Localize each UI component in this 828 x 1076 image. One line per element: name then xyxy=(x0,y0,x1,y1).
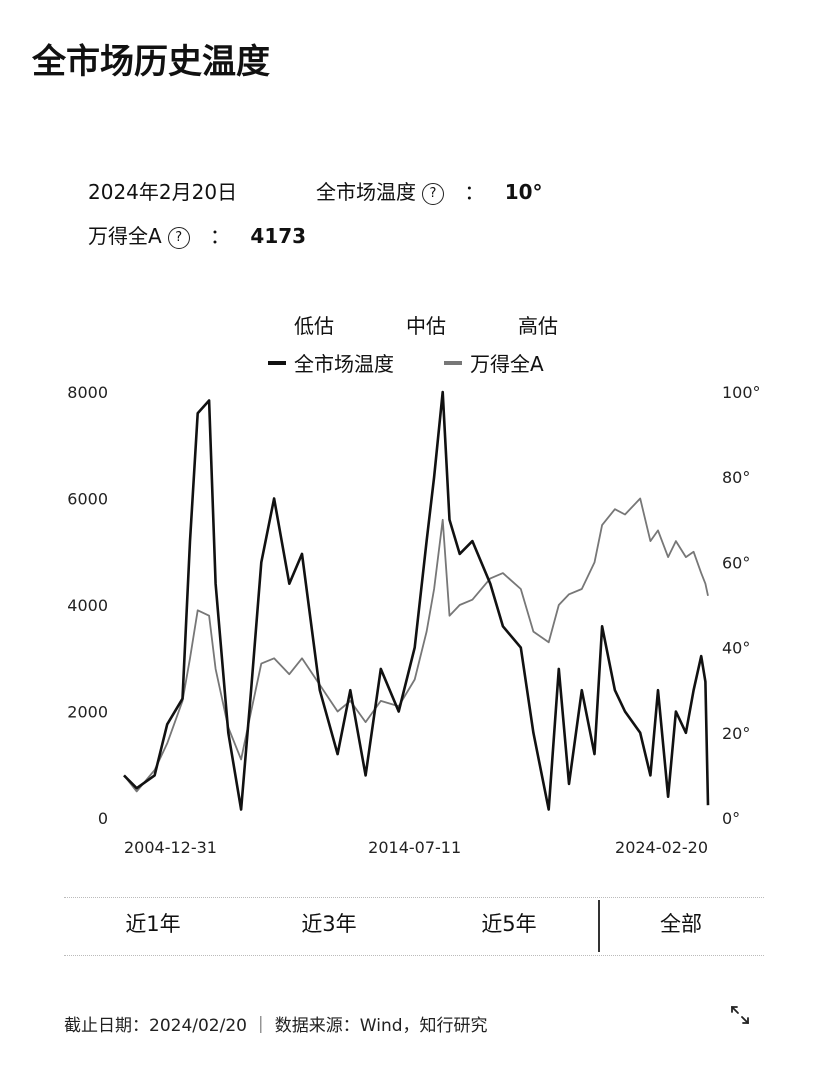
legend-label-index: 万得全A xyxy=(470,352,544,376)
footer-source: 截止日期：2024/02/20 ｜ 数据来源：Wind，知行研究 xyxy=(64,1016,488,1036)
help-icon[interactable]: ? xyxy=(167,226,190,249)
tab-divider xyxy=(598,900,600,952)
index-label: 万得全A xyxy=(88,224,162,248)
index-value: 4173 xyxy=(250,224,307,248)
index-separator: ： xyxy=(210,224,231,248)
temperature-value: 10° xyxy=(504,180,543,204)
y-right-tick-label: 80° xyxy=(722,468,750,487)
index-series-line xyxy=(123,497,709,793)
legend-swatch-index xyxy=(444,360,462,365)
y-right-tick-label: 20° xyxy=(722,724,750,743)
tab-top-border xyxy=(64,897,764,898)
x-tick-label: 2014-07-11 xyxy=(368,838,461,857)
index-info: 万得全A? ： 4173 xyxy=(88,220,306,249)
y-left-tick-label: 0 xyxy=(98,809,108,828)
expand-icon[interactable] xyxy=(728,1003,752,1027)
y-right-tick-label: 100° xyxy=(722,383,761,402)
legend-item-temperature[interactable]: 全市场温度 xyxy=(268,348,394,377)
zone-low-label: 低估 xyxy=(294,314,334,338)
temperature-chart[interactable]: 8000 6000 4000 2000 0 100° 80° 60° 40° 20° 0° 2004-… xyxy=(0,375,828,875)
y-left-tick-label: 6000 xyxy=(67,490,108,509)
legend-item-index[interactable]: 万得全A xyxy=(444,348,544,377)
legend-label-temperature: 全市场温度 xyxy=(294,352,394,376)
x-tick-label: 2004-12-31 xyxy=(124,838,217,857)
temperature-separator: ： xyxy=(464,180,485,204)
tab-all[interactable]: 全部 xyxy=(660,912,702,936)
y-right-tick-label: 0° xyxy=(722,809,740,828)
tab-3-year[interactable]: 近3年 xyxy=(301,912,357,936)
legend-swatch-temperature xyxy=(268,360,286,365)
tab-bottom-border xyxy=(64,955,764,956)
info-date: 2024年2月20日 xyxy=(88,180,238,204)
x-tick-label: 2024-02-20 xyxy=(615,838,708,857)
y-right-tick-label: 40° xyxy=(722,639,750,658)
zone-high-label: 高估 xyxy=(518,314,558,338)
page-title: 全市场历史温度 xyxy=(32,42,270,82)
y-left-tick-label: 2000 xyxy=(67,703,108,722)
temperature-info: 全市场温度? ： 10° xyxy=(316,176,543,205)
y-left-tick-label: 4000 xyxy=(67,596,108,615)
temperature-label: 全市场温度 xyxy=(316,180,416,204)
help-icon[interactable]: ? xyxy=(422,182,444,205)
y-right-tick-label: 60° xyxy=(722,553,750,572)
tab-1-year[interactable]: 近1年 xyxy=(125,912,181,936)
zone-mid-label: 中估 xyxy=(406,314,446,338)
tab-5-year[interactable]: 近5年 xyxy=(481,912,537,936)
temperature-series-line xyxy=(123,390,710,811)
y-left-tick-label: 8000 xyxy=(67,383,108,402)
